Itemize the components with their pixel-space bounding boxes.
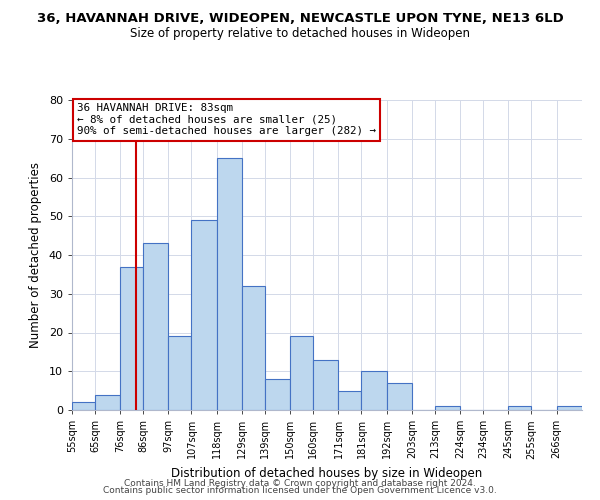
Bar bbox=[265, 379, 290, 410]
Bar bbox=[290, 336, 313, 410]
Bar bbox=[361, 371, 387, 410]
Bar bbox=[143, 244, 169, 410]
Bar bbox=[242, 286, 265, 410]
X-axis label: Distribution of detached houses by size in Wideopen: Distribution of detached houses by size … bbox=[172, 467, 482, 480]
Text: 36, HAVANNAH DRIVE, WIDEOPEN, NEWCASTLE UPON TYNE, NE13 6LD: 36, HAVANNAH DRIVE, WIDEOPEN, NEWCASTLE … bbox=[37, 12, 563, 26]
Bar bbox=[508, 406, 532, 410]
Text: Size of property relative to detached houses in Wideopen: Size of property relative to detached ho… bbox=[130, 28, 470, 40]
Bar bbox=[338, 390, 361, 410]
Bar bbox=[120, 266, 143, 410]
Bar bbox=[191, 220, 217, 410]
Y-axis label: Number of detached properties: Number of detached properties bbox=[29, 162, 42, 348]
Text: 36 HAVANNAH DRIVE: 83sqm
← 8% of detached houses are smaller (25)
90% of semi-de: 36 HAVANNAH DRIVE: 83sqm ← 8% of detache… bbox=[77, 103, 376, 136]
Bar bbox=[557, 406, 582, 410]
Bar bbox=[72, 402, 95, 410]
Bar bbox=[435, 406, 460, 410]
Bar bbox=[387, 383, 412, 410]
Bar bbox=[313, 360, 338, 410]
Text: Contains public sector information licensed under the Open Government Licence v3: Contains public sector information licen… bbox=[103, 486, 497, 495]
Bar bbox=[95, 394, 120, 410]
Bar bbox=[169, 336, 191, 410]
Text: Contains HM Land Registry data © Crown copyright and database right 2024.: Contains HM Land Registry data © Crown c… bbox=[124, 478, 476, 488]
Bar bbox=[217, 158, 242, 410]
